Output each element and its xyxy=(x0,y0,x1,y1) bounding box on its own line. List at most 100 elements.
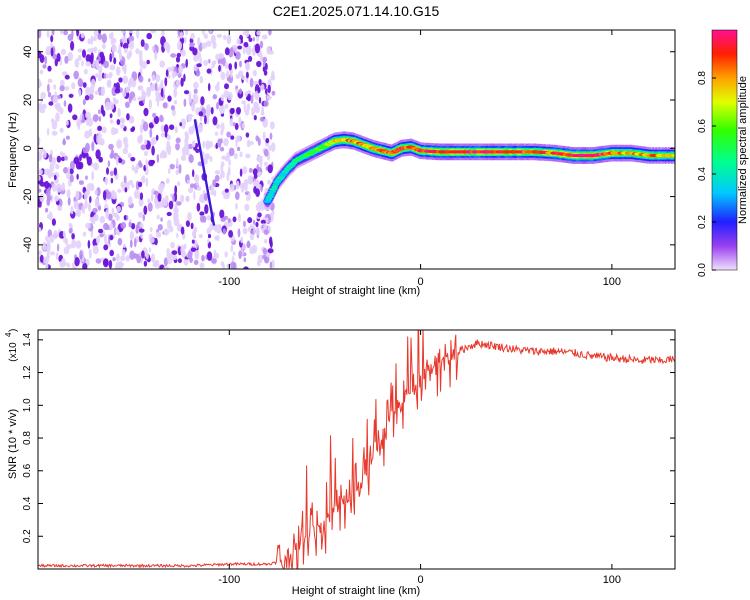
noise-blob xyxy=(228,158,232,166)
noise-blob xyxy=(146,87,151,98)
noise-blob xyxy=(62,230,66,238)
noise-blob xyxy=(188,91,192,101)
noise-blob xyxy=(193,88,198,94)
noise-blob xyxy=(109,53,113,63)
noise-blob xyxy=(177,181,181,187)
noise-blob xyxy=(249,224,254,230)
noise-blob xyxy=(116,253,120,262)
noise-blob xyxy=(116,119,121,125)
noise-blob xyxy=(188,154,194,164)
noise-blob xyxy=(245,71,249,79)
noise-blob xyxy=(193,226,198,233)
noise-blob xyxy=(196,51,202,59)
noise-blob xyxy=(260,219,267,224)
noise-blob xyxy=(207,239,210,244)
noise-blob xyxy=(205,140,211,150)
noise-blob xyxy=(188,187,194,194)
noise-blob xyxy=(62,137,66,146)
noise-blob xyxy=(128,35,135,43)
noise-blob xyxy=(249,233,255,241)
noise-blob xyxy=(140,39,145,47)
noise-blob xyxy=(156,153,160,163)
noise-blob xyxy=(173,71,177,78)
noise-blob xyxy=(44,207,49,213)
snr-frame xyxy=(37,329,676,570)
noise-blob xyxy=(221,161,225,167)
noise-blob xyxy=(176,52,181,58)
noise-blob xyxy=(239,168,243,177)
noise-blob xyxy=(233,184,237,191)
noise-blob xyxy=(148,99,152,110)
noise-blob xyxy=(98,116,102,122)
noise-blob xyxy=(45,189,51,197)
noise-blob xyxy=(176,79,180,87)
noise-blob xyxy=(241,75,246,80)
noise-blob xyxy=(237,45,243,50)
noise-blob xyxy=(266,95,272,100)
noise-blob xyxy=(255,221,259,228)
noise-blob xyxy=(53,230,58,240)
noise-blob xyxy=(100,86,105,97)
noise-blob xyxy=(74,257,80,267)
noise-blob xyxy=(67,103,73,113)
noise-blob xyxy=(178,65,183,74)
noise-blob xyxy=(119,52,123,61)
noise-blob xyxy=(255,135,259,142)
noise-blob xyxy=(242,227,248,235)
noise-blob xyxy=(173,100,178,105)
noise-blob xyxy=(159,114,164,123)
noise-blob xyxy=(93,162,99,171)
noise-blob xyxy=(150,253,156,263)
noise-blob xyxy=(47,83,50,93)
noise-blob xyxy=(123,243,127,248)
noise-blob xyxy=(211,258,217,264)
noise-blob xyxy=(246,195,250,202)
noise-blob xyxy=(54,195,59,202)
noise-blob xyxy=(87,202,92,212)
noise-blob xyxy=(176,232,179,239)
noise-blob xyxy=(222,170,225,179)
noise-blob xyxy=(157,224,163,231)
noise-blob xyxy=(254,43,261,54)
noise-blob xyxy=(252,69,257,77)
noise-blob xyxy=(262,34,268,40)
noise-blob xyxy=(180,49,187,57)
noise-blob xyxy=(90,78,96,89)
noise-blob xyxy=(39,81,42,87)
noise-blob xyxy=(216,102,219,110)
noise-blob xyxy=(137,190,141,200)
noise-blob xyxy=(207,251,213,261)
noise-blob xyxy=(247,93,252,102)
noise-blob xyxy=(256,60,262,68)
noise-blob xyxy=(68,222,72,228)
noise-blob xyxy=(92,207,98,214)
noise-blob xyxy=(252,37,255,42)
noise-blob xyxy=(56,102,61,112)
x-tick-label: -100 xyxy=(218,276,240,288)
noise-blob xyxy=(122,42,129,50)
noise-blob xyxy=(111,44,117,53)
noise-blob xyxy=(226,34,232,45)
track-cell xyxy=(671,153,675,158)
noise-blob xyxy=(129,250,135,260)
noise-blob xyxy=(65,120,69,126)
noise-blob xyxy=(138,181,143,188)
noise-blob xyxy=(52,95,59,104)
noise-blob xyxy=(95,59,100,69)
noise-blob xyxy=(87,239,91,249)
noise-blob xyxy=(99,51,104,58)
noise-blob xyxy=(95,149,101,160)
noise-blob xyxy=(97,33,103,40)
noise-blob xyxy=(235,73,241,80)
noise-blob xyxy=(180,226,185,235)
noise-blob xyxy=(149,237,155,244)
noise-blob xyxy=(75,240,82,249)
noise-blob xyxy=(127,152,132,159)
noise-blob xyxy=(115,228,120,235)
noise-blob xyxy=(63,100,67,107)
noise-blob xyxy=(112,191,117,200)
noise-blob xyxy=(193,259,199,265)
noise-blob xyxy=(103,244,109,251)
noise-blob xyxy=(39,69,44,75)
noise-blob xyxy=(232,122,236,127)
